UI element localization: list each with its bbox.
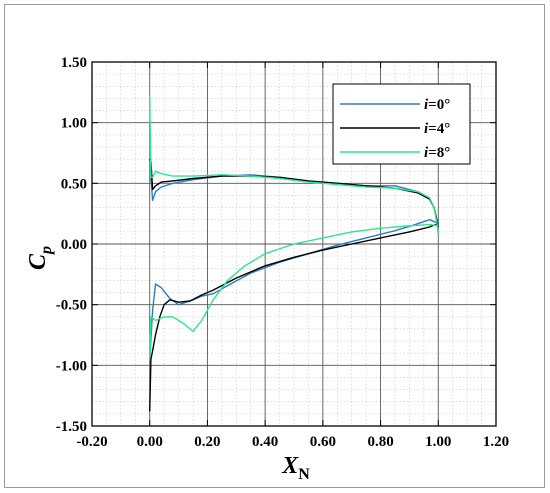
y-axis-label-main: C [25,253,51,270]
x-tick-label: 0.40 [252,434,278,450]
series-1-lower-surface-line [149,222,439,412]
legend-box [332,83,471,165]
x-tick-label: 0.80 [367,434,393,450]
y-tick-label: -1.50 [56,419,87,435]
legend-label-0: i=0° [424,97,450,113]
y-tick-label: 1.00 [61,116,87,132]
series-2-lower-surface-line [149,223,439,360]
legend-label-1: i=4° [424,121,450,137]
x-tick-label: 1.20 [483,434,509,450]
x-tick-label: 1.00 [425,434,451,450]
x-axis-label-sub: N [298,466,310,483]
axis-ticks [91,61,497,427]
curves [149,95,439,412]
tick-labels: -0.20 0.00 0.20 0.40 0.60 0.80 1.00 1.20 -1.50 -1… [56,55,509,450]
x-axis-label: XN [281,453,310,483]
y-axis-label-sub: p [38,246,55,256]
y-tick-label: 0.00 [61,237,87,253]
legend: i=0° i=4° i=8° [332,83,471,165]
y-tick-label: -0.50 [56,298,87,314]
series-0-lower-surface-line [149,218,439,360]
y-axis-label: Cp [25,246,55,270]
series-2-upper-surface-line [149,95,439,236]
x-tick-label: 0.00 [137,434,163,450]
x-tick-label: 0.60 [310,434,336,450]
y-tick-label: 0.50 [61,176,87,192]
y-tick-label: -1.00 [56,358,87,374]
x-tick-label: -0.20 [76,434,107,450]
x-tick-label: 0.20 [194,434,220,450]
y-tick-label: 1.50 [61,55,87,71]
legend-label-2: i=8° [424,145,450,161]
x-axis-label-main: X [281,453,299,479]
